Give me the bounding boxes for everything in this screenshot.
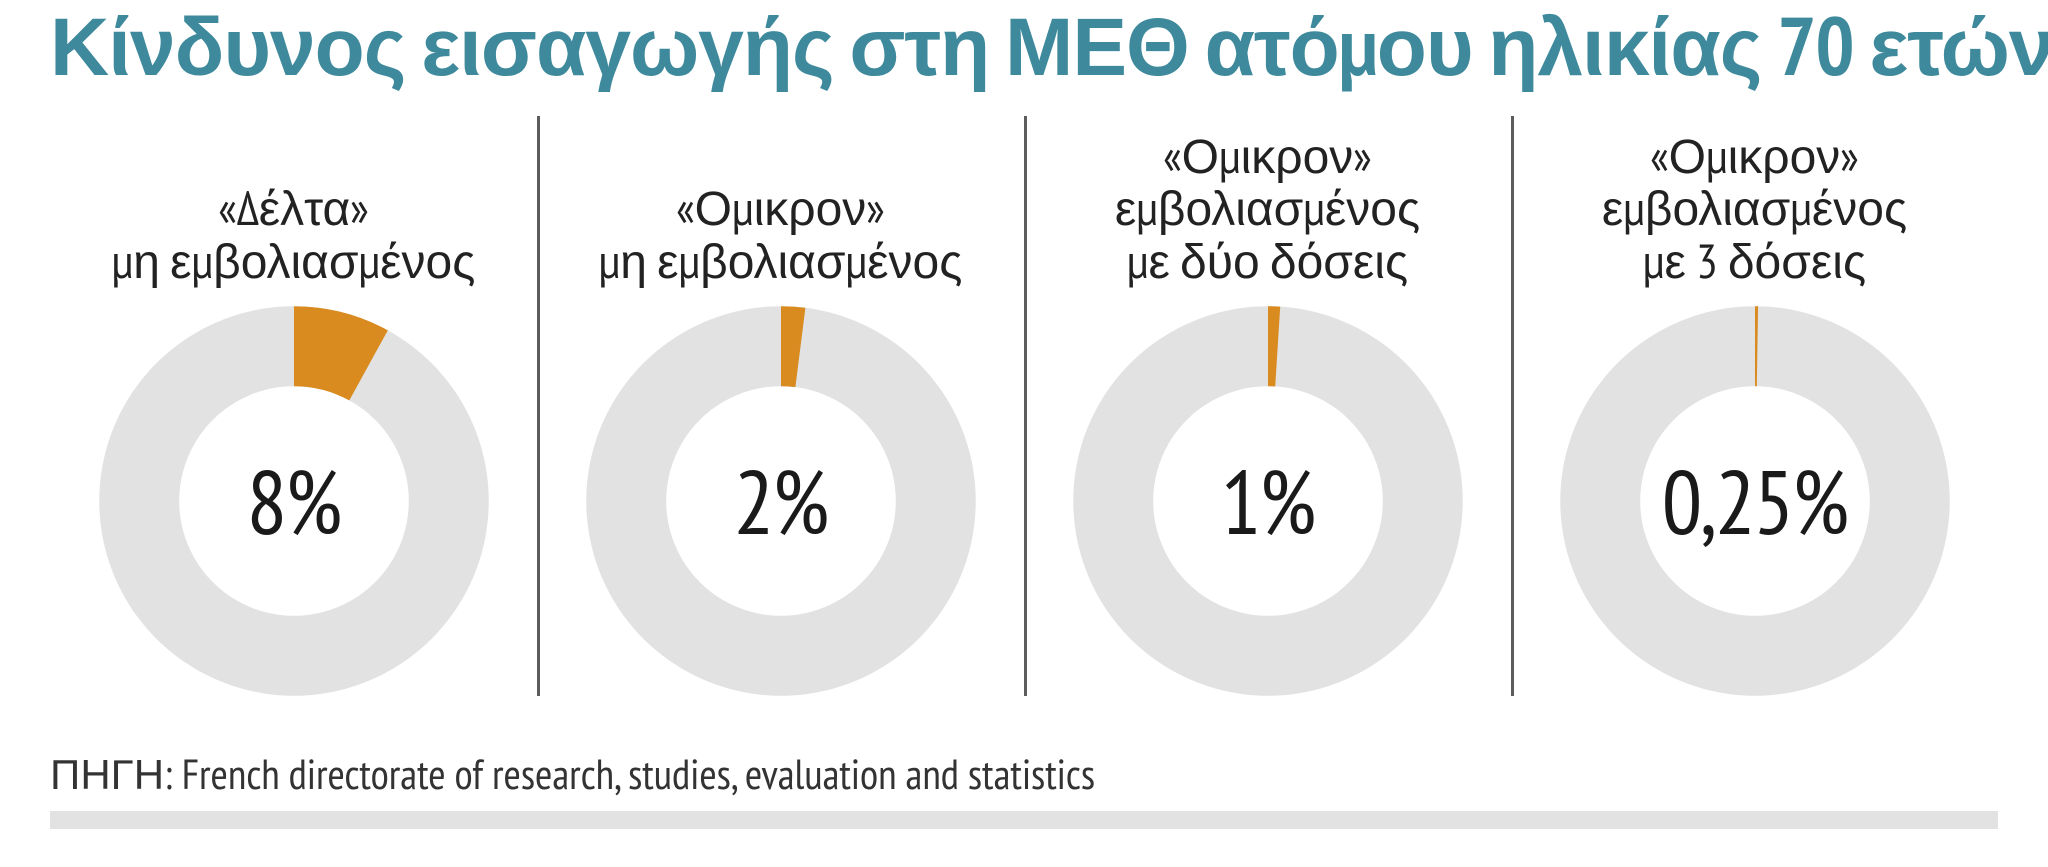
panel-value: 1%	[1221, 456, 1315, 546]
panel-label: «Δέλτα» μη εμβολιασμένος	[112, 136, 476, 296]
panel-value: 2%	[734, 456, 828, 546]
panel-label: «Ομικρον» εμβολιασμένος με 3 δόσεις	[1602, 130, 1907, 296]
panel: «Δέλτα» μη εμβολιασμένος 8%	[50, 106, 537, 706]
bottom-bar	[50, 811, 1998, 829]
panel: «Ομικρον» εμβολιασμένος με δύο δόσεις 1%	[1024, 106, 1511, 706]
source-line: ΠΗΓΗ: French directorate of research, st…	[50, 706, 1998, 811]
panels-row: «Δέλτα» μη εμβολιασμένος 8% «Ομικρον» μη…	[50, 106, 1998, 706]
infographic-root: Κίνδυνος εισαγωγής στη ΜΕΘ ατόμου ηλικία…	[0, 0, 2048, 867]
donut-chart: 2%	[576, 296, 986, 706]
panel: «Ομικρον» εμβολιασμένος με 3 δόσεις 0,25…	[1511, 106, 1998, 706]
panel: «Ομικρον» μη εμβολιασμένος 2%	[537, 106, 1024, 706]
page-title: Κίνδυνος εισαγωγής στη ΜΕΘ ατόμου ηλικία…	[50, 0, 1998, 106]
panel-value: 8%	[247, 456, 341, 546]
panel-label: «Ομικρον» μη εμβολιασμένος	[599, 136, 963, 296]
source-label: ΠΗΓΗ:	[50, 746, 173, 801]
source-text: French directorate of research, studies,…	[182, 746, 1095, 801]
panel-label: «Ομικρον» εμβολιασμένος με δύο δόσεις	[1115, 130, 1420, 296]
donut-chart: 1%	[1063, 296, 1473, 706]
donut-chart: 8%	[89, 296, 499, 706]
donut-chart: 0,25%	[1550, 296, 1960, 706]
panel-value: 0,25%	[1662, 456, 1848, 546]
